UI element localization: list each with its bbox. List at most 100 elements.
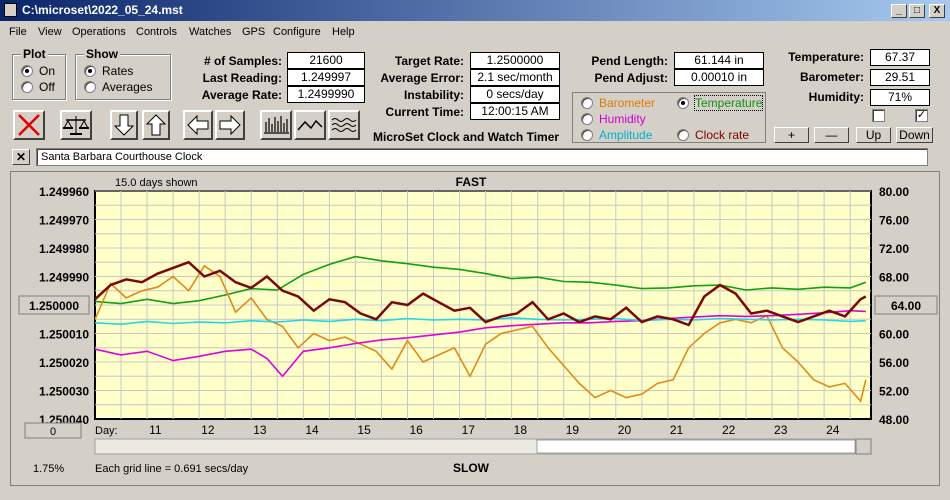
grid-note-label: Each grid line = 0.691 secs/day [95,463,249,475]
slow-label: SLOW [453,461,490,475]
scale-percent-label: 1.75% [33,463,64,475]
left-axis-button [18,295,90,315]
x-tick-label: 18 [514,423,528,437]
instability-label: Instability: [403,88,464,102]
menu-configure[interactable]: Configure [273,26,321,38]
y-left-tick-label: 1.250010 [39,328,89,342]
average-rate-value: 1.2499990 [287,86,365,103]
close-button[interactable]: X [929,4,945,18]
minus-button[interactable]: — [814,127,849,143]
series-line-barometer [94,264,867,403]
balance-button[interactable] [60,110,92,140]
menu-watches[interactable]: Watches [189,26,232,38]
temperature-value: 67.37 [870,49,930,66]
show-rates-radio[interactable]: Rates [84,64,133,78]
x-tick-label: 22 [722,423,736,437]
sensor-amplitude-radio[interactable]: Amplitude [581,128,652,142]
bar-chart-button[interactable] [260,110,292,140]
y-left-tick-label: 1.249980 [39,242,89,256]
series-line-humidity [94,309,866,378]
barometer-label: Barometer: [799,70,864,84]
instability-value: 0 secs/day [470,86,560,103]
plot-on-radio[interactable]: On [21,64,55,78]
last-reading-label: Last Reading: [202,71,282,85]
scroll-left-button[interactable] [183,110,213,140]
checkbox-2[interactable]: ✓ [915,109,928,122]
y-right-tick-label: 80.00 [879,185,909,199]
x-tick-label: 14 [305,423,319,437]
sensor-clockrate-radio[interactable]: Clock rate [677,128,749,142]
menu-help[interactable]: Help [332,26,355,38]
series-line-amplitude [94,316,866,326]
samples-label: # of Samples: [203,54,282,68]
x-tick-label: 23 [774,423,788,437]
scrollbar-thumb [536,439,856,454]
humidity-value: 71% [870,89,930,106]
up-button[interactable]: Up [856,127,891,143]
plot-group-title: Plot [21,47,48,61]
samples-value: 21600 [287,52,365,69]
maximize-button[interactable]: □ [909,4,925,18]
rate-chart: 1.249960 1.249970 1.249980 1.249990 1.250010… [18,175,938,475]
sensor-temperature-radio[interactable]: Temperature [677,95,764,111]
down-button[interactable]: Down [896,127,933,143]
checkbox-1[interactable] [872,109,885,122]
wave-icon [331,118,357,132]
sensor-humidity-radio[interactable]: Humidity [581,112,646,126]
average-error-label: Average Error: [380,71,464,85]
left-axis-button-label: 1.250000 [29,299,79,313]
menu-controls[interactable]: Controls [136,26,177,38]
x-tick-label: 17 [462,423,476,437]
menu-operations[interactable]: Operations [72,26,126,38]
x-tick-label: 24 [826,423,840,437]
y-right-tick-label: 56.00 [879,356,909,370]
average-error-value: 2.1 sec/month [470,69,560,86]
x-tick-label: 13 [253,423,267,437]
x-tick-label: 16 [409,423,423,437]
minimize-button[interactable]: _ [891,4,907,18]
last-reading-value: 1.249997 [287,69,365,86]
show-group-title: Show [84,47,120,61]
wave-chart-button[interactable] [328,110,360,140]
y-right-tick-label: 52.00 [879,385,909,399]
sensor-selector: Barometer Temperature Humidity Amplitude… [572,92,766,143]
fast-label: FAST [456,175,487,189]
x-tick-label: 12 [201,423,215,437]
plot-group: Plot On Off [12,47,66,100]
y-left-tick-label: 1.249970 [39,214,89,228]
menu-gps[interactable]: GPS [242,26,266,38]
arrow-up-icon [145,114,167,136]
scroll-down-button[interactable] [110,110,138,140]
y-left-tick-label: 1.249960 [39,185,89,199]
remove-clock-button[interactable]: ✕ [12,149,30,165]
right-axis-button [874,295,938,315]
current-time-label: Current Time: [385,105,464,119]
y-right-tick-label: 72.00 [879,242,909,256]
clear-button[interactable] [13,110,45,140]
series-line-clock-rate [94,260,867,327]
y-right-tick-label: 68.00 [879,271,909,285]
show-averages-radio[interactable]: Averages [84,80,152,94]
x-tick-label: 15 [357,423,371,437]
average-rate-label: Average Rate: [201,88,282,102]
plus-button[interactable]: + [774,127,809,143]
y-right-tick-label: 60.00 [879,328,909,342]
sensor-barometer-radio[interactable]: Barometer [581,96,655,110]
pend-adjust-label: Pend Adjust: [594,71,668,85]
chart-panel: 1.249960 1.249970 1.249980 1.249990 1.250010… [10,171,940,486]
x-tick-label: 11 [149,423,162,437]
series-line-temperature [94,255,867,305]
scroll-up-button[interactable] [142,110,170,140]
plot-off-radio[interactable]: Off [21,80,55,94]
clock-name-field[interactable]: Santa Barbara Courthouse Clock [36,148,928,166]
app-title: MicroSet Clock and Watch Timer [373,130,560,144]
days-shown-label: 15.0 days shown [115,177,198,189]
window-title: C:\microset\2022_05_24.mst [22,3,183,17]
offset-button [24,422,82,439]
line-chart-button[interactable] [294,110,326,140]
menu-file[interactable]: File [9,26,27,38]
pend-length-label: Pend Length: [591,54,668,68]
humidity-label: Humidity: [808,90,864,104]
menu-view[interactable]: View [38,26,62,38]
scroll-right-button[interactable] [215,110,245,140]
